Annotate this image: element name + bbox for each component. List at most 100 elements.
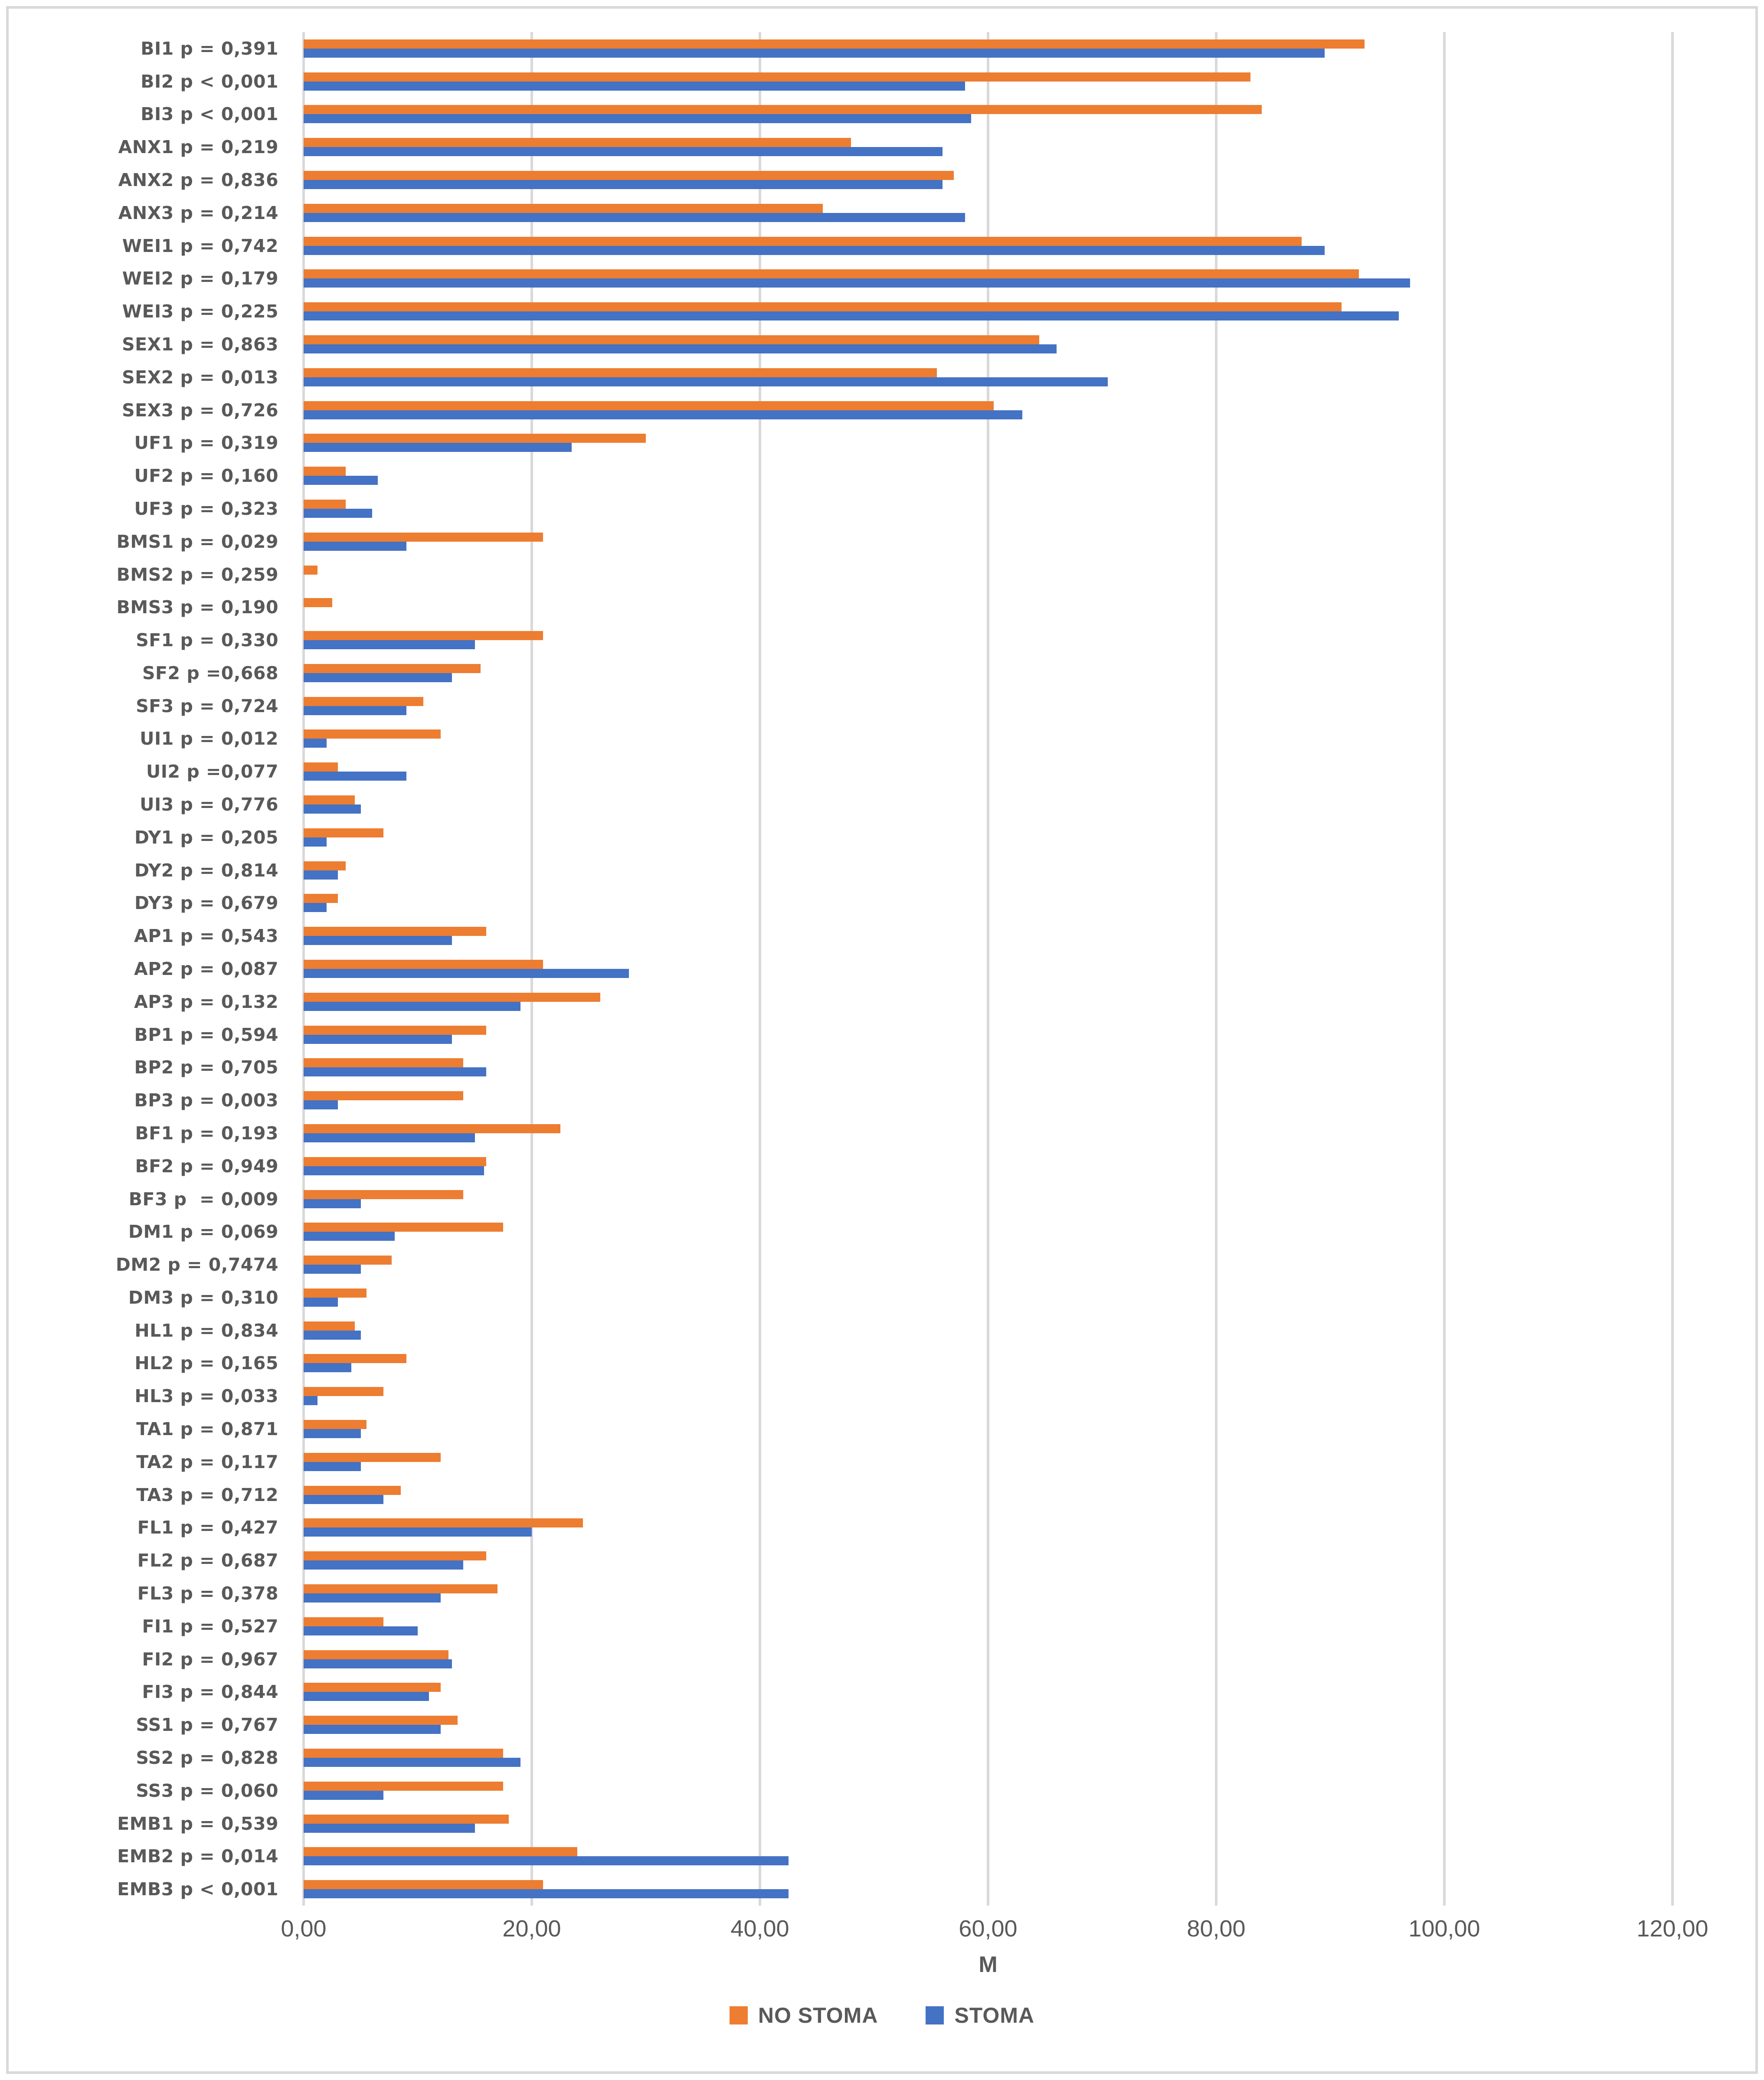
bar-no-stoma xyxy=(304,1321,355,1331)
category-label: UI3 p = 0,776 xyxy=(140,794,278,815)
bar-stoma xyxy=(304,1034,452,1044)
bar-no-stoma xyxy=(304,598,332,608)
bar-stoma xyxy=(304,1593,441,1603)
x-tick-label: 60,00 xyxy=(959,1916,1018,1942)
category-label: SS1 p = 0,767 xyxy=(136,1714,278,1736)
bar-stoma xyxy=(304,1527,532,1537)
category-label: UI2 p =0,077 xyxy=(146,761,278,782)
bar-stoma xyxy=(304,213,965,222)
bar-no-stoma xyxy=(304,861,346,870)
bar-no-stoma xyxy=(304,269,1359,279)
bar-no-stoma xyxy=(304,1190,464,1199)
category-label: BF3 p = 0,009 xyxy=(128,1188,278,1210)
category-label: SF3 p = 0,724 xyxy=(136,695,278,716)
bar-no-stoma xyxy=(304,1256,392,1265)
category-label: AP3 p = 0,132 xyxy=(134,991,278,1012)
bar-no-stoma xyxy=(304,499,346,509)
bar-stoma xyxy=(304,377,1108,386)
bar-no-stoma xyxy=(304,1288,367,1298)
category-label: WEI1 p = 0,742 xyxy=(122,235,278,256)
category-label: EMB2 p = 0,014 xyxy=(117,1846,278,1867)
category-label: DY3 p = 0,679 xyxy=(134,893,278,914)
category-label: BI1 p = 0,391 xyxy=(141,38,278,59)
bar-no-stoma xyxy=(304,1124,560,1133)
bar-stoma xyxy=(304,772,406,781)
category-label: BMS3 p = 0,190 xyxy=(116,597,278,618)
bar-no-stoma xyxy=(304,927,486,936)
bar-no-stoma xyxy=(304,828,384,837)
category-label: FL2 p = 0,687 xyxy=(137,1550,278,1571)
bar-no-stoma xyxy=(304,1518,583,1528)
bar-stoma xyxy=(304,1265,361,1274)
bar-no-stoma xyxy=(304,1157,486,1166)
category-label: BMS1 p = 0,029 xyxy=(116,531,278,552)
bar-no-stoma xyxy=(304,1387,384,1396)
category-label: SS2 p = 0,828 xyxy=(136,1747,278,1768)
bar-no-stoma xyxy=(304,992,600,1002)
category-label: FL1 p = 0,427 xyxy=(137,1517,278,1538)
category-label: AP1 p = 0,543 xyxy=(134,926,278,947)
bar-stoma xyxy=(304,541,406,551)
bar-no-stoma xyxy=(304,960,543,969)
category-label: FL3 p = 0,378 xyxy=(137,1583,278,1604)
category-label: SEX3 p = 0,726 xyxy=(122,399,278,421)
bar-no-stoma xyxy=(304,1551,486,1561)
bar-no-stoma xyxy=(304,1420,367,1429)
bar-stoma xyxy=(304,1396,317,1406)
bar-no-stoma xyxy=(304,138,851,147)
bar-stoma xyxy=(304,48,1325,58)
bar-stoma xyxy=(304,1330,361,1340)
bar-stoma xyxy=(304,837,327,847)
category-label: TA3 p = 0,712 xyxy=(136,1484,278,1505)
bar-stoma xyxy=(304,1199,361,1208)
bar-stoma xyxy=(304,640,475,650)
bar-stoma xyxy=(304,969,629,978)
bar-stoma xyxy=(304,1067,486,1077)
bar-stoma xyxy=(304,1626,418,1635)
bar-stoma xyxy=(304,344,1057,353)
legend: NO STOMA STOMA xyxy=(0,2003,1764,2028)
bar-stoma xyxy=(304,1001,520,1011)
bar-no-stoma xyxy=(304,664,481,673)
bar-no-stoma xyxy=(304,1814,509,1824)
bar-no-stoma xyxy=(304,729,441,739)
category-label: DY1 p = 0,205 xyxy=(134,827,278,848)
bar-no-stoma xyxy=(304,171,954,180)
category-label: HL3 p = 0,033 xyxy=(134,1386,278,1407)
category-label: DM3 p = 0,310 xyxy=(128,1287,278,1308)
bar-no-stoma xyxy=(304,1452,441,1462)
bar-stoma xyxy=(304,1133,475,1142)
category-label: BP1 p = 0,594 xyxy=(134,1024,278,1045)
bar-no-stoma xyxy=(304,1025,486,1035)
bar-stoma xyxy=(304,1462,361,1471)
bar-no-stoma xyxy=(304,1354,406,1364)
bar-no-stoma xyxy=(304,105,1262,114)
x-tick-label: 0,00 xyxy=(281,1916,327,1942)
bar-no-stoma xyxy=(304,1091,464,1101)
category-label: ANX3 p = 0,214 xyxy=(118,202,278,223)
x-tick-label: 20,00 xyxy=(502,1916,561,1942)
category-label: FI1 p = 0,527 xyxy=(142,1616,278,1637)
bar-no-stoma xyxy=(304,1584,498,1593)
bar-no-stoma xyxy=(304,335,1040,344)
category-label: FI2 p = 0,967 xyxy=(142,1648,278,1670)
x-axis-title: M xyxy=(979,1952,998,1977)
bar-stoma xyxy=(304,1889,789,1899)
bar-no-stoma xyxy=(304,236,1302,246)
category-label: EMB1 p = 0,539 xyxy=(117,1813,278,1834)
category-label: FI3 p = 0,844 xyxy=(142,1681,278,1703)
category-label: BMS2 p = 0,259 xyxy=(116,564,278,585)
bar-no-stoma xyxy=(304,1880,543,1890)
bar-stoma xyxy=(304,673,452,682)
bar-no-stoma xyxy=(304,565,317,575)
gridline xyxy=(987,32,989,1906)
bar-no-stoma xyxy=(304,203,823,213)
legend-swatch-no-stoma xyxy=(729,2006,748,2024)
bar-stoma xyxy=(304,706,406,715)
bar-no-stoma xyxy=(304,631,543,641)
bar-no-stoma xyxy=(304,1748,504,1758)
category-label: SEX1 p = 0,863 xyxy=(122,334,278,355)
category-label: HL1 p = 0,834 xyxy=(134,1320,278,1341)
x-tick-label: 80,00 xyxy=(1187,1916,1246,1942)
bar-no-stoma xyxy=(304,39,1365,49)
